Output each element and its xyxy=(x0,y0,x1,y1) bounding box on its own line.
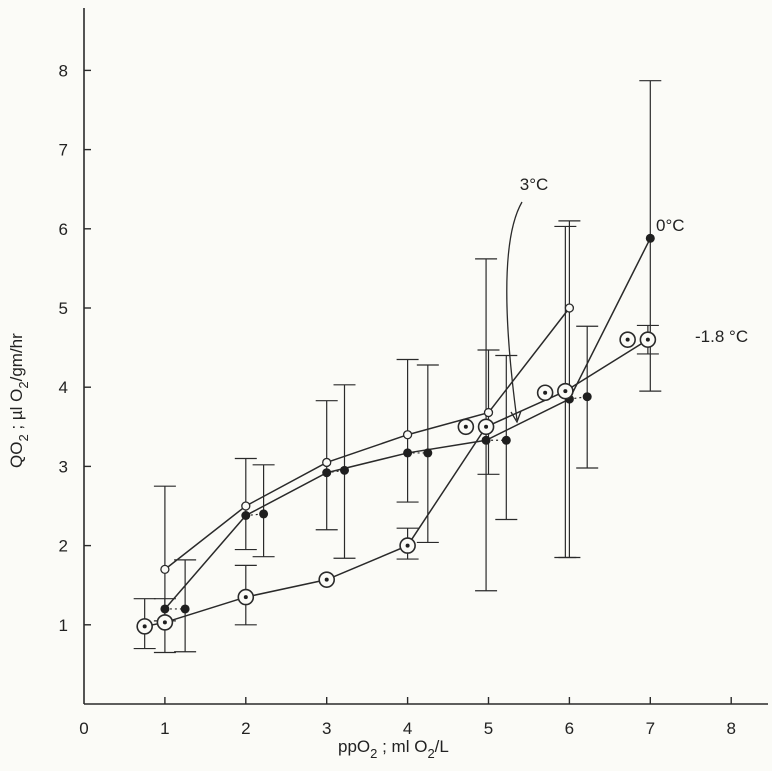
series-m18c-point-center xyxy=(243,595,248,600)
x-tick-label: 6 xyxy=(565,719,574,738)
series-0c-point xyxy=(423,448,433,458)
annotation-3c: 3°C xyxy=(520,175,549,194)
x-tick-label: 1 xyxy=(160,719,169,738)
y-tick-label: 7 xyxy=(59,141,68,160)
series-3c-point xyxy=(483,407,494,418)
series-0c-point xyxy=(403,448,413,458)
y-tick-label: 1 xyxy=(59,616,68,635)
axes: 0 1 2 3 4 5 6 7 8 1 2 3 4 5 6 7 8 xyxy=(59,8,768,738)
series-m18c-point-center xyxy=(645,337,650,342)
x-axis-label: ppO2 ; ml O2/L xyxy=(338,737,449,761)
y-tick-label: 2 xyxy=(59,537,68,556)
y-tick-label: 8 xyxy=(59,61,68,80)
series-0c-point xyxy=(322,468,332,478)
series-0c-point xyxy=(241,511,251,521)
y-tick-label: 5 xyxy=(59,299,68,318)
series-3c-point xyxy=(160,564,170,575)
series-0c-point xyxy=(481,435,491,445)
series-0c-point xyxy=(582,392,592,402)
error-bars xyxy=(133,80,662,654)
series-3c-point xyxy=(241,501,251,511)
series-0c-point xyxy=(645,233,655,243)
annotation-0c: 0°C xyxy=(656,216,685,235)
annotation-3c-arrow xyxy=(506,201,523,421)
series-m18c-point-center xyxy=(463,424,468,429)
series-3c-line xyxy=(164,307,570,570)
x-tick-label: 5 xyxy=(484,719,493,738)
series-lines xyxy=(144,237,651,628)
annotation-3c-arrowhead xyxy=(510,410,522,424)
series-m18c-point-center xyxy=(142,624,147,629)
x-tick-label: 0 xyxy=(79,719,88,738)
y-tick-label: 3 xyxy=(59,457,68,476)
x-tick-label: 3 xyxy=(322,719,331,738)
series-3c-point xyxy=(402,430,413,440)
series-m18c-point-center xyxy=(324,577,329,582)
labels: ppO2 ; ml O2/L QO2 ; µl O2/gm/hr 3°C 0°C -1.… xyxy=(7,175,748,761)
series-m18c-point-center xyxy=(405,543,410,548)
series-m18c-line xyxy=(144,339,649,628)
series-3c-point xyxy=(564,303,575,313)
series-m18c-point-center xyxy=(162,620,167,625)
series-m18c-point-center xyxy=(484,424,489,429)
series-0c-point xyxy=(501,435,511,445)
x-tick-label: 2 xyxy=(241,719,250,738)
x-tick-label: 4 xyxy=(403,719,412,738)
series-0c-point xyxy=(259,509,269,519)
x-tick-label: 7 xyxy=(646,719,655,738)
series-0c-point xyxy=(180,604,190,614)
series-0c-point xyxy=(160,604,170,614)
series-3c-point xyxy=(322,457,332,468)
series-m18c-point-center xyxy=(625,337,630,342)
series-markers xyxy=(136,233,657,635)
series-m18c-point-center xyxy=(543,390,548,395)
series-m18c-point-center xyxy=(563,389,568,394)
y-tick-label: 4 xyxy=(59,378,68,397)
y-axis-label: QO2 ; µl O2/gm/hr xyxy=(7,333,31,468)
series-0c-point xyxy=(339,465,349,475)
y-tick-label: 6 xyxy=(59,220,68,239)
x-tick-label: 8 xyxy=(726,719,735,738)
annotation-m18c: -1.8 °C xyxy=(695,327,748,346)
